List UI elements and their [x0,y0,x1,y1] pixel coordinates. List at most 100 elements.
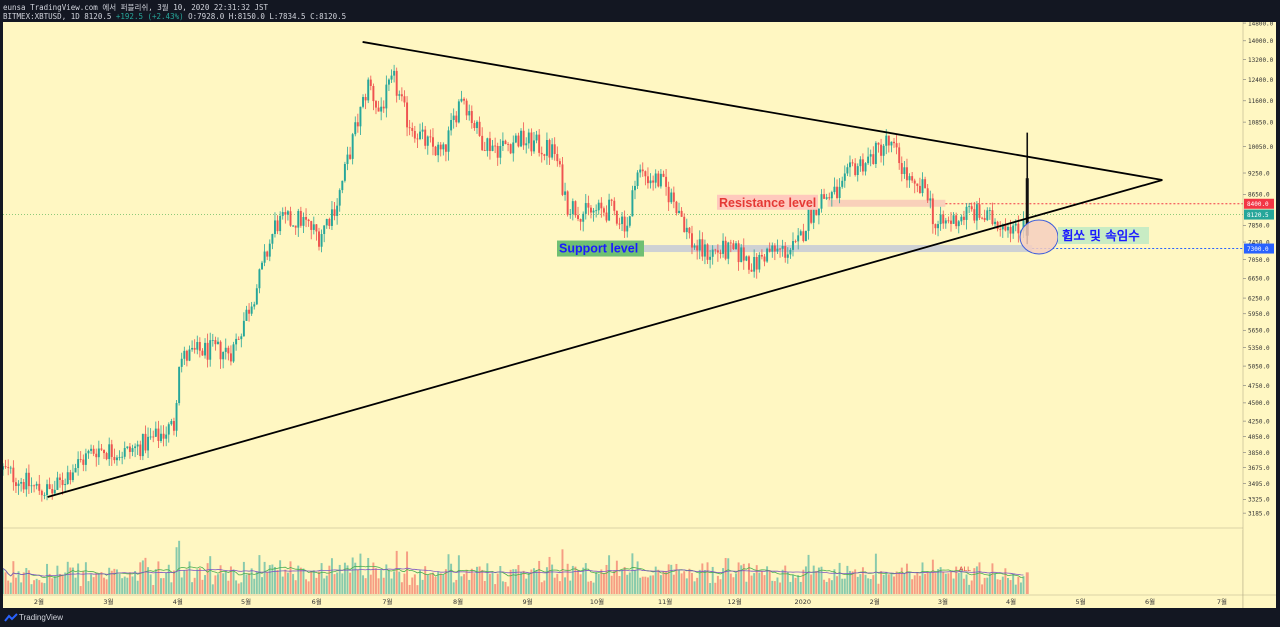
candle-body [465,100,468,116]
volume-bar [170,582,173,594]
candle-body [380,106,383,112]
volume-bar [859,574,862,594]
volume-bar [455,579,458,594]
volume-bar [538,560,541,594]
candle-body [696,245,699,251]
candle-body [924,179,927,189]
candle-body [416,138,419,140]
volume-bar [709,583,712,594]
candle-body [592,210,595,213]
time-tick-label: 2월 [870,597,880,606]
volume-bar [20,582,23,594]
candle-body [66,472,69,484]
candle-body [123,448,126,457]
candle-body [167,424,170,435]
time-tick-label: 8월 [453,597,463,606]
price-tag-text: 7300.0 [1247,246,1269,253]
volume-bar [509,569,512,594]
candle-body [812,205,815,223]
candle-body [364,97,367,101]
volume-bar [913,575,916,594]
candle-body [406,102,409,128]
volume-bar [784,565,787,594]
candle-body [773,245,776,252]
candle-body [25,472,28,490]
candle-body [27,472,30,487]
volume-bar [649,575,652,594]
candle-body [854,163,857,176]
volume-bar [180,577,183,594]
candle-body [395,70,398,96]
candle-body [540,152,543,155]
volume-bar [678,570,681,594]
candle-body [87,450,90,454]
resistance-label: Resistance level [717,194,818,210]
candle-body [597,202,600,211]
candle-body [69,472,72,481]
candle-body [496,146,499,158]
volume-bar [615,560,618,594]
candle-body [706,244,709,260]
volume-bar [356,570,359,594]
volume-bar [729,573,732,594]
volume-bar [794,577,797,594]
candle-body [191,347,194,350]
candle-body [1007,226,1009,231]
price-tag-bg [1244,198,1274,209]
candle-body [297,210,300,228]
candle-body [323,225,326,235]
volume-bar [141,560,144,594]
candle-body [40,490,43,496]
candle-body [160,433,162,441]
volume-bar [419,570,421,594]
candle-body [530,132,533,152]
volume-bar [346,565,349,594]
candle-body [509,144,512,154]
candle-body [644,171,647,177]
level-zones [3,199,1243,253]
volume-bar [126,577,129,594]
candle-body [284,212,287,215]
volume-bar [918,575,921,594]
candle-body [268,243,271,257]
candle-body [996,221,999,229]
volume-bar [618,575,621,594]
volume-bar [395,550,398,594]
volume-bar [144,557,147,594]
volume-bar [271,564,274,594]
time-tick-label: 7월 [382,597,392,606]
candle-body [302,217,305,226]
candle-body [333,209,336,216]
volume-bar [654,566,657,594]
candle-body [362,97,365,107]
candle-body [320,234,323,247]
volume-bar [691,572,693,594]
volume-bar [1001,576,1004,594]
candle-body [747,256,750,270]
candle-body [217,341,219,345]
volume-pane: ALL600K400K200K0 [3,527,1276,608]
candle-body [411,127,414,131]
volume-bar [890,573,893,594]
chart-area[interactable]: Resistance level Support level 휩쏘 및 속임수 AL… [3,22,1276,608]
candle-body [631,190,634,217]
price-chart[interactable]: Resistance level Support level 휩쏘 및 속임수 AL… [3,22,1276,608]
volume-bar [281,576,284,594]
volume-bar [688,568,691,594]
volume-bar [716,575,719,594]
wick-highlight-circle [1019,219,1059,255]
candle-body [556,154,559,162]
brand-text: TradingView [19,613,64,622]
candle-body [807,209,810,231]
candle-body [722,240,725,254]
volume-bar [447,554,450,594]
volume-bar [305,579,308,594]
candle-body [709,256,712,260]
candle-body [957,221,960,227]
candle-body [136,444,139,447]
candle-body [12,467,15,483]
candle-body [162,433,165,439]
candle-body [224,347,227,352]
volume-bar [452,582,455,594]
volume-bar [465,569,468,594]
